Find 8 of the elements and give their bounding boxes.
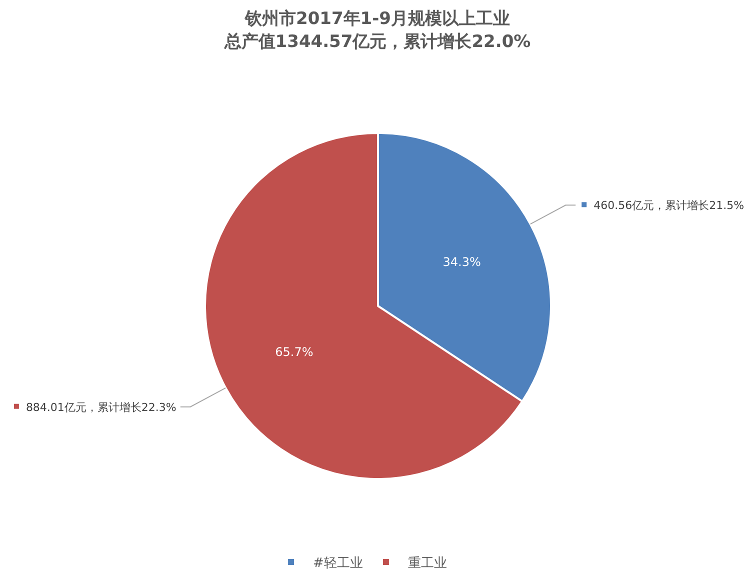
data-label: 65.7% [275, 345, 314, 360]
legend-label: 重工业 [408, 556, 447, 571]
legend-label: #轻工业 [313, 556, 363, 571]
data-label: 34.3% [442, 254, 481, 269]
chart-subtitle: 总产值1344.57亿元，累计增长22.0% [223, 32, 531, 52]
chart-title: 钦州市2017年1-9月规模以上工业 [244, 9, 510, 29]
text: 460.56亿元，累计增长21.5% [594, 199, 744, 212]
text: 884.01亿元，累计增长22.3% [26, 400, 176, 414]
